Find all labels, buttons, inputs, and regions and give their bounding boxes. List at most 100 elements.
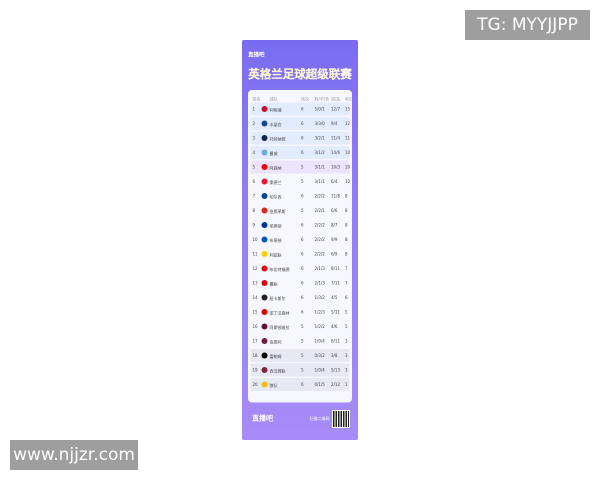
cell: 12 [345, 121, 351, 126]
poster: 直播吧 英格兰足球超级联赛 直播吧 扫描二维码 排名 球队 场次 胜/平/负 进/失 积分… [242, 40, 358, 440]
row-highlight [250, 117, 350, 130]
cell: 切尔西 [269, 194, 282, 200]
cell: 纽卡斯尔 [269, 296, 286, 301]
cell: 6/11 [331, 338, 340, 344]
team-logo [261, 164, 268, 170]
cell: 3/1/1 [314, 164, 325, 170]
team-logo [261, 280, 268, 286]
cell: 7/11 [331, 280, 340, 286]
team-logo [261, 265, 268, 272]
cell: 5/13 [331, 367, 340, 373]
row-highlight [250, 363, 350, 377]
cell: 15 [345, 106, 351, 112]
cell: 6 [301, 135, 304, 141]
cell: 6/9 [331, 251, 338, 257]
row-highlight [250, 146, 350, 159]
cell: 诺丁汉森林 [269, 310, 290, 316]
footer-brand: 直播吧 [252, 413, 274, 422]
cell: 6 [345, 295, 348, 300]
cell: 8 [345, 208, 348, 213]
cell: 伯恩茅斯 [269, 209, 286, 214]
cell: 2/1/3 [314, 266, 325, 271]
cell: 3/8 [331, 353, 338, 358]
cell: 5 [301, 164, 304, 170]
cell: 14 [252, 295, 258, 300]
cell: 4/6 [331, 324, 338, 329]
cell: 6/6 [331, 208, 338, 213]
cell: 5 [345, 309, 348, 315]
cell: 8 [345, 222, 348, 228]
cell: 7 [345, 266, 348, 271]
cell: 1/0/4 [314, 338, 325, 344]
cell: 5 [345, 324, 348, 329]
cell: 8 [345, 251, 348, 257]
team-logo [261, 294, 268, 301]
cell: 6 [301, 251, 304, 257]
team-logo [261, 338, 268, 344]
cell: 5 [301, 208, 304, 213]
cell: 6 [301, 266, 304, 271]
cell: 12/7 [331, 106, 340, 112]
cell: 9 [252, 222, 256, 228]
cell: 1/2/2 [314, 324, 325, 329]
cell: 7 [345, 280, 348, 286]
cell: 9/11 [331, 266, 340, 271]
footer-text: 扫描二维码 [309, 416, 330, 421]
team-logo [261, 135, 268, 141]
cell: 19 [252, 367, 258, 373]
row-highlight [250, 102, 350, 116]
watermark: TG: MYYJJPP [465, 10, 590, 40]
cell: 曼联 [269, 281, 278, 287]
cell: 3 [345, 338, 348, 344]
cell: 16 [252, 324, 258, 329]
cell: 10/3 [331, 164, 340, 170]
cell: 5 [301, 338, 304, 344]
cell: 3/3/0 [314, 121, 325, 126]
cell: 5/11 [331, 309, 340, 315]
team-logo [261, 120, 268, 127]
cell: 11/8 [331, 193, 340, 199]
column-header: 积分 [345, 96, 354, 102]
column-header: 场次 [301, 96, 310, 102]
cell: 6 [252, 179, 256, 184]
cell: 2/2/2 [314, 237, 325, 242]
cell: 5 [301, 353, 304, 358]
cell: 10 [252, 237, 258, 242]
cell: 17 [252, 338, 258, 344]
cell: 2/2/2 [314, 222, 325, 228]
cell: 6/4 [331, 179, 338, 184]
cell: 3 [345, 353, 348, 358]
cell: 1 [252, 106, 256, 112]
cell: 3/1/1 [314, 179, 325, 184]
cell: 10 [345, 150, 351, 155]
brand: 直播吧 [248, 51, 265, 58]
cell: 桑德兰 [269, 180, 282, 185]
cell: 3/1/2 [314, 150, 325, 155]
team-logo [261, 251, 268, 257]
column-header: 胜/平/负 [314, 96, 330, 102]
cell: 6 [301, 150, 304, 155]
cell: 10 [345, 164, 351, 170]
row-highlight [250, 378, 350, 391]
cell: 0/3/2 [314, 353, 325, 358]
cell: 富勒姆 [269, 354, 282, 359]
cell: 0/1/5 [314, 382, 325, 387]
cell: 2/1/3 [314, 280, 325, 286]
cell: 1/3/2 [314, 295, 325, 300]
cell: 利兹联 [269, 252, 282, 258]
cell: 4/5 [331, 295, 338, 300]
cell: 5/0/1 [314, 106, 325, 112]
cell: 狼队 [269, 383, 278, 388]
cell: 13 [252, 280, 258, 286]
cell: 布莱顿 [269, 238, 282, 243]
cell: 阿斯顿维拉 [269, 325, 290, 330]
title: 英格兰足球超级联赛 [248, 67, 352, 81]
team-logo [261, 367, 268, 373]
watermark: www.njjzr.com [10, 440, 138, 470]
cell: 1/0/4 [314, 367, 325, 373]
cell: 10 [345, 179, 351, 184]
cell: 5 [252, 164, 256, 170]
team-logo [261, 352, 268, 359]
cell: 18 [252, 353, 258, 358]
cell: 11 [345, 135, 351, 141]
